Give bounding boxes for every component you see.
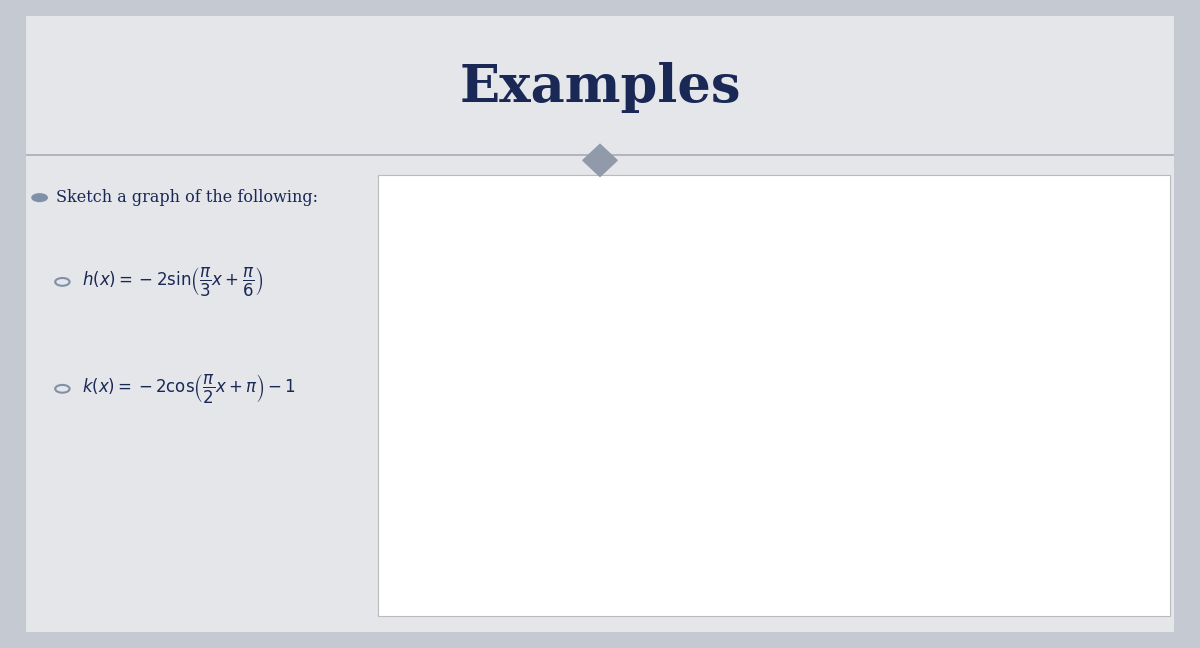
Text: $h(x) = -2\sin\!\left(\dfrac{\pi}{3}x + \dfrac{\pi}{6}\right)$: $h(x) = -2\sin\!\left(\dfrac{\pi}{3}x + … bbox=[82, 266, 264, 298]
Text: $2\pi$: $2\pi$ bbox=[1049, 411, 1067, 424]
Text: $\dfrac{\pi}{2}$: $\dfrac{\pi}{2}$ bbox=[845, 411, 854, 435]
Text: Examples: Examples bbox=[460, 62, 740, 113]
Text: $y$: $y$ bbox=[782, 183, 794, 199]
Text: $\pi$: $\pi$ bbox=[914, 411, 924, 424]
Text: $-\dfrac{3\pi}{2}$: $-\dfrac{3\pi}{2}$ bbox=[559, 411, 587, 437]
Text: $k(x) = -2\cos\!\left(\dfrac{\pi}{2}x + \pi\right) - 1$: $k(x) = -2\cos\!\left(\dfrac{\pi}{2}x + … bbox=[82, 373, 295, 405]
Text: Sketch a graph of the following:: Sketch a graph of the following: bbox=[56, 189, 318, 206]
Text: $\dfrac{3\pi}{2}$: $\dfrac{3\pi}{2}$ bbox=[979, 411, 997, 437]
Polygon shape bbox=[583, 145, 617, 176]
Text: $-2\pi$: $-2\pi$ bbox=[490, 411, 518, 424]
Text: $-\pi$: $-\pi$ bbox=[632, 411, 653, 424]
Text: $-\dfrac{\pi}{2}$: $-\dfrac{\pi}{2}$ bbox=[701, 411, 721, 435]
Text: $x$: $x$ bbox=[1160, 393, 1172, 408]
